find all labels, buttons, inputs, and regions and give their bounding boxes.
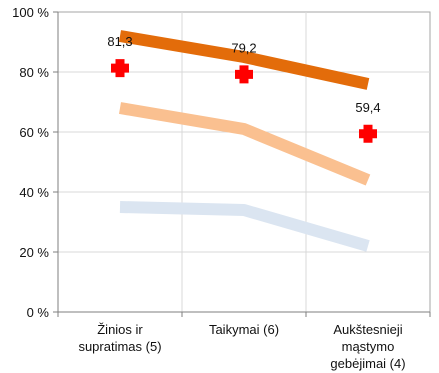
data-label: 59,4: [355, 100, 380, 115]
x-tick-label-line: Taikymai (6): [209, 322, 279, 337]
y-tick-label: 0 %: [27, 305, 50, 320]
series-group: [118, 30, 371, 252]
y-tick-label: 20 %: [19, 245, 49, 260]
x-axis-tick-labels: Žinios ir supratimas (5) Taikymai (6) Aukšt…: [78, 322, 405, 371]
y-tick-label: 100 %: [12, 5, 49, 20]
axes: [53, 11, 431, 317]
cross-marker: [359, 124, 377, 143]
x-tick-label-line: mąstymo: [342, 339, 395, 354]
series-line-0: [118, 30, 370, 90]
y-tick-label: 60 %: [19, 125, 49, 140]
cross-marker: [235, 65, 253, 84]
y-axis-tick-labels: 0 % 20 % 40 % 60 % 80 % 100 %: [12, 5, 49, 320]
data-label: 81,3: [107, 34, 132, 49]
cross-marker: [111, 59, 129, 78]
data-label-group: 81,3 79,2 59,4: [107, 34, 380, 115]
x-tick-label: Taikymai (6): [209, 322, 279, 337]
x-tick-label-line: Žinios ir: [97, 322, 143, 337]
x-tick-label-line: gebėjimai (4): [330, 356, 405, 371]
data-label: 79,2: [231, 40, 256, 55]
x-tick-label: Aukštesnieji mąstymo gebėjimai (4): [330, 322, 405, 371]
series-line-1: [118, 102, 371, 186]
x-tick-label-line: Aukštesnieji: [333, 322, 402, 337]
x-tick-label-line: supratimas (5): [78, 339, 161, 354]
x-tick-label: Žinios ir supratimas (5): [78, 322, 161, 354]
y-tick-label: 40 %: [19, 185, 49, 200]
series-line-2: [119, 201, 370, 252]
y-tick-label: 80 %: [19, 65, 49, 80]
marker-group: [111, 59, 377, 143]
gridlines: [58, 12, 430, 312]
